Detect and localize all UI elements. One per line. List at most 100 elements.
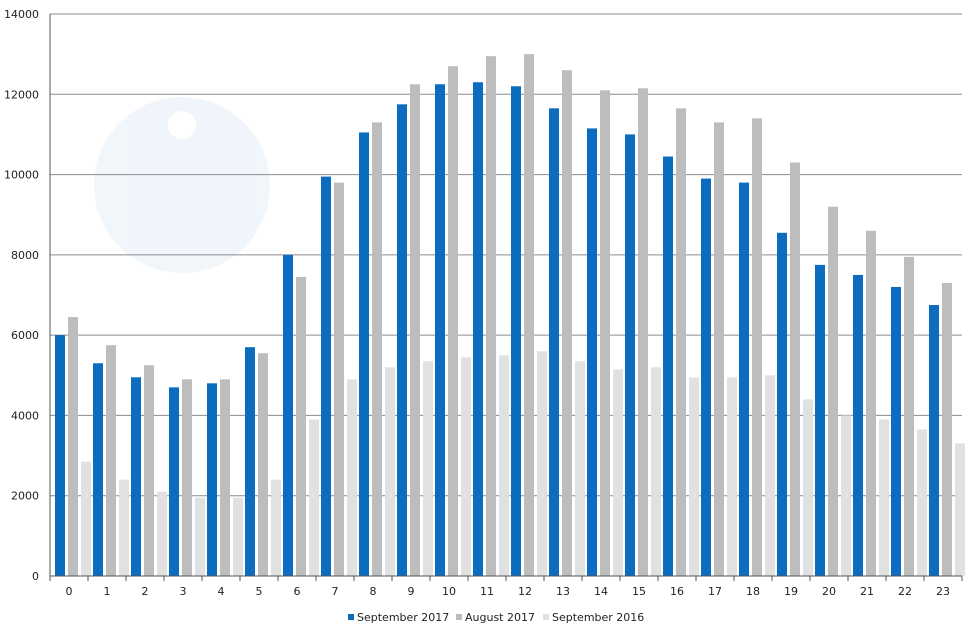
bar-september-2017-16 (663, 156, 673, 576)
bars (55, 54, 965, 577)
bar-august-2017-6 (296, 276, 306, 576)
x-tick-label: 17 (708, 585, 722, 598)
x-tick-label: 22 (898, 585, 912, 598)
bar-august-2017-22 (904, 256, 914, 576)
bar-september-2016-4 (233, 497, 243, 576)
bar-september-2017-3 (169, 387, 179, 576)
bar-september-2016-1 (119, 479, 129, 576)
bar-september-2016-17 (727, 377, 737, 576)
bar-september-2016-8 (385, 367, 395, 576)
bar-august-2017-11 (486, 56, 496, 576)
bar-august-2017-23 (942, 282, 952, 576)
x-tick-label: 21 (860, 585, 874, 598)
legend-swatch (348, 614, 354, 620)
bar-september-2016-5 (271, 479, 281, 576)
bar-august-2017-1 (106, 345, 116, 576)
x-tick-label: 15 (632, 585, 646, 598)
y-tick-label: 14000 (4, 8, 39, 21)
y-tick-label: 0 (32, 570, 39, 583)
bar-september-2017-21 (853, 274, 863, 576)
bar-september-2016-9 (423, 361, 433, 576)
bar-september-2017-22 (891, 286, 901, 576)
bar-september-2016-18 (765, 375, 775, 576)
bar-september-2017-8 (359, 132, 369, 576)
x-tick-label: 8 (370, 585, 377, 598)
legend-swatch (543, 614, 549, 620)
bar-september-2017-11 (473, 82, 483, 576)
bar-september-2017-6 (283, 254, 293, 576)
bar-august-2017-5 (258, 353, 268, 576)
bar-september-2017-1 (93, 363, 103, 576)
watermark-logo (94, 97, 270, 273)
x-tick-label: 23 (936, 585, 950, 598)
bar-august-2017-20 (828, 206, 838, 576)
bar-september-2016-21 (879, 419, 889, 576)
bar-august-2017-12 (524, 54, 534, 576)
bar-september-2016-15 (651, 367, 661, 576)
bar-september-2016-16 (689, 377, 699, 576)
bar-august-2017-7 (334, 182, 344, 576)
bar-august-2017-21 (866, 230, 876, 576)
x-tick-label: 18 (746, 585, 760, 598)
bar-august-2017-0 (68, 317, 78, 576)
bar-august-2017-19 (790, 162, 800, 576)
x-tick-label: 3 (180, 585, 187, 598)
legend-label: September 2017 (357, 611, 449, 624)
x-axis-ticks: 0 1 2 3 4 5 6 7 8 9 10 11 12 13 14 15 16 17 18 19 20 21 22 23 (66, 585, 951, 598)
x-tick-label: 19 (784, 585, 798, 598)
y-tick-label: 2000 (11, 490, 39, 503)
x-tick-label: 7 (332, 585, 339, 598)
bar-september-2017-7 (321, 176, 331, 577)
bar-august-2017-17 (714, 122, 724, 576)
x-tick-label: 12 (518, 585, 532, 598)
bar-september-2017-4 (207, 383, 217, 576)
bar-august-2017-8 (372, 122, 382, 576)
legend-label: September 2016 (552, 611, 644, 624)
bar-september-2017-23 (929, 305, 939, 576)
bar-september-2017-19 (777, 232, 787, 576)
bar-september-2017-5 (245, 347, 255, 576)
bar-september-2017-2 (131, 377, 141, 576)
x-tick-label: 14 (594, 585, 608, 598)
bar-august-2017-14 (600, 90, 610, 577)
bar-august-2017-10 (448, 66, 458, 576)
bar-september-2016-6 (309, 419, 319, 576)
y-axis-ticks: 0 2000 4000 6000 8000 10000 12000 14000 (4, 8, 39, 583)
x-tick-label: 20 (822, 585, 836, 598)
bar-september-2016-3 (195, 497, 205, 576)
x-tick-label: 1 (104, 585, 111, 598)
bar-september-2017-0 (55, 335, 65, 576)
bar-september-2017-14 (587, 128, 597, 576)
bar-september-2017-10 (435, 84, 445, 576)
bar-august-2017-2 (144, 365, 154, 576)
bar-september-2016-12 (537, 351, 547, 576)
x-tick-label: 0 (66, 585, 73, 598)
bar-september-2016-13 (575, 361, 585, 576)
bar-september-2016-2 (157, 491, 167, 576)
x-tick-label: 10 (442, 585, 456, 598)
bar-september-2017-15 (625, 134, 635, 576)
bar-september-2016-10 (461, 357, 471, 576)
bar-september-2016-7 (347, 379, 357, 576)
bar-august-2017-13 (562, 70, 572, 576)
x-tick-label: 13 (556, 585, 570, 598)
y-tick-label: 10000 (4, 169, 39, 182)
bar-september-2017-12 (511, 86, 521, 576)
bar-september-2017-9 (397, 104, 407, 577)
y-tick-label: 12000 (4, 88, 39, 101)
y-tick-label: 8000 (11, 249, 39, 262)
bar-august-2017-4 (220, 379, 230, 576)
x-tick-label: 6 (294, 585, 301, 598)
y-tick-label: 4000 (11, 409, 39, 422)
bar-september-2017-17 (701, 178, 711, 577)
legend-swatch (456, 614, 462, 620)
bar-september-2016-20 (841, 415, 851, 576)
x-tick-label: 5 (256, 585, 263, 598)
x-tick-label: 4 (218, 585, 225, 598)
legend: September 2017 August 2017 September 2016 (348, 611, 644, 624)
bar-august-2017-9 (410, 84, 420, 576)
bar-august-2017-18 (752, 118, 762, 576)
bar-september-2017-20 (815, 264, 825, 576)
bar-september-2016-19 (803, 399, 813, 576)
